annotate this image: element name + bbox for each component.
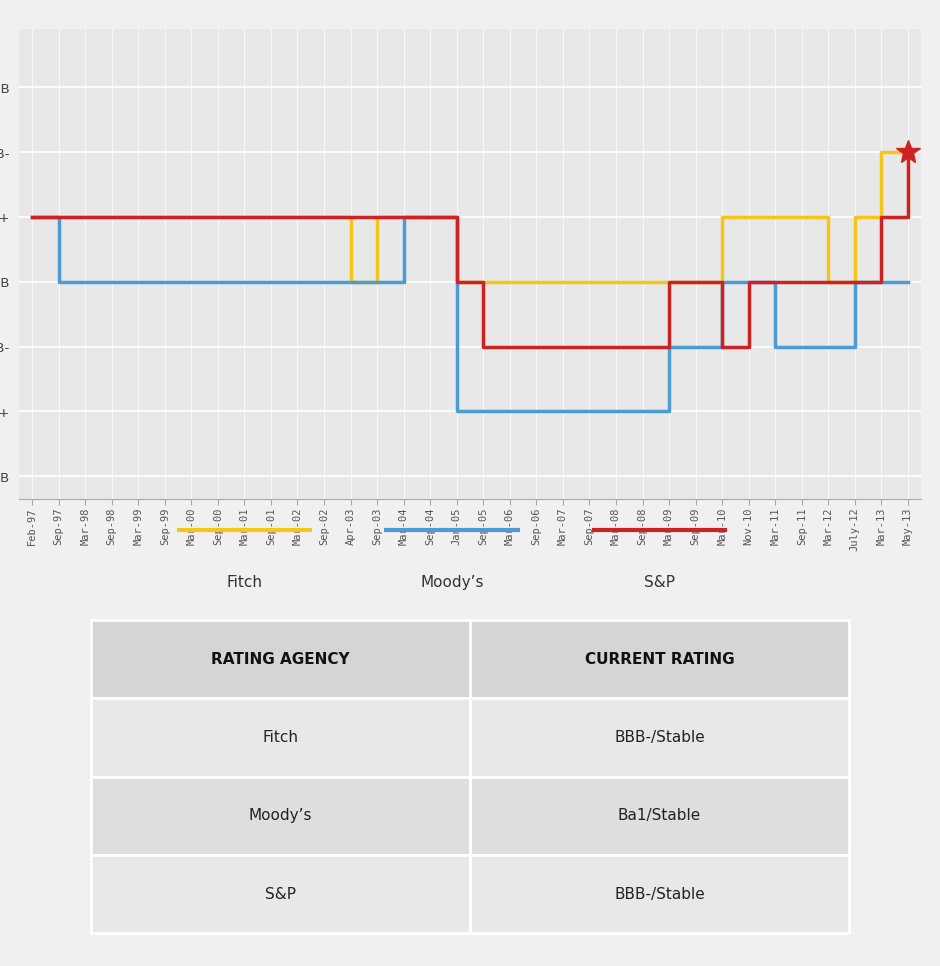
Text: BBB-/Stable: BBB-/Stable	[614, 887, 705, 901]
Bar	[91, 777, 470, 855]
Bar	[91, 620, 849, 698]
Bar	[91, 855, 470, 933]
Text: CURRENT RATING: CURRENT RATING	[585, 651, 734, 667]
Text: Fitch: Fitch	[262, 730, 299, 745]
Bar	[470, 855, 849, 933]
Text: Moody’s: Moody’s	[420, 575, 484, 590]
Bar	[470, 777, 849, 855]
Text: S&P: S&P	[644, 575, 675, 590]
Text: S&P: S&P	[265, 887, 296, 901]
Text: RATING AGENCY: RATING AGENCY	[212, 651, 350, 667]
Text: Fitch: Fitch	[227, 575, 262, 590]
Text: Ba1/Stable: Ba1/Stable	[618, 809, 701, 823]
Text: BBB-/Stable: BBB-/Stable	[614, 730, 705, 745]
Bar	[470, 698, 849, 777]
Text: Moody’s: Moody’s	[249, 809, 312, 823]
Bar	[91, 698, 470, 777]
